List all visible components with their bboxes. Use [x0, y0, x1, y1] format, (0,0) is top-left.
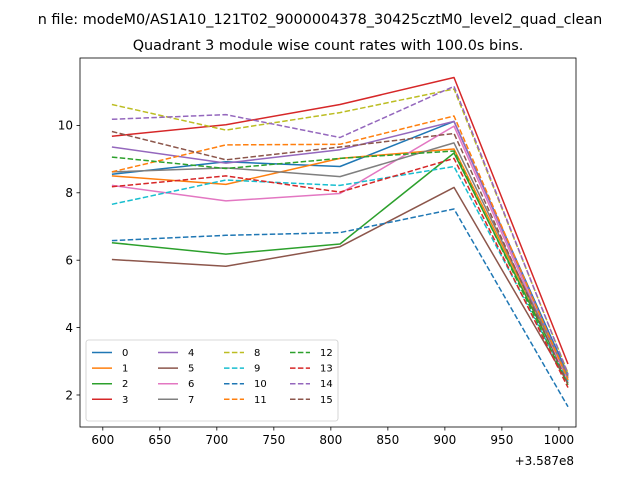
series-line-15: [111, 130, 569, 385]
x-tick-label: 750: [262, 433, 285, 447]
series-line-5: [111, 186, 569, 384]
x-tick-label: 850: [376, 433, 399, 447]
legend-label-0: 0: [122, 348, 128, 359]
series-line-4: [111, 120, 569, 379]
legend-label-13: 13: [320, 364, 333, 375]
legend-label-12: 12: [320, 348, 333, 359]
legend-label-2: 2: [122, 379, 128, 390]
legend-label-1: 1: [122, 364, 128, 375]
chart-title: Quadrant 3 module wise count rates with …: [133, 38, 524, 54]
series-line-11: [111, 115, 569, 381]
x-axis-offset-label: +3.587e8: [515, 454, 574, 468]
legend-label-3: 3: [122, 395, 128, 406]
x-tick-label: 650: [148, 433, 171, 447]
legend-label-4: 4: [188, 348, 194, 359]
series-line-3: [111, 76, 569, 365]
legend-label-14: 14: [320, 379, 333, 390]
legend-label-8: 8: [254, 348, 260, 359]
x-tick-label: 900: [433, 433, 456, 447]
series-line-7: [111, 142, 569, 377]
series-line-10: [111, 208, 569, 408]
y-tick-label: 6: [65, 253, 73, 267]
y-tick-label: 10: [58, 119, 73, 133]
legend-label-11: 11: [254, 395, 267, 406]
series-line-9: [111, 165, 569, 382]
x-axis: 600 650 700 750 800 850 900 950 1000: [91, 427, 574, 447]
x-tick-label: 950: [490, 433, 513, 447]
series-line-13: [111, 157, 569, 388]
y-tick-label: 2: [65, 388, 73, 402]
series-line-6: [111, 125, 569, 382]
legend-label-6: 6: [188, 379, 194, 390]
legend-label-7: 7: [188, 395, 194, 406]
legend-box: [85, 339, 339, 422]
series-line-12: [111, 150, 569, 386]
x-tick-label: 800: [319, 433, 342, 447]
y-tick-label: 8: [65, 186, 73, 200]
legend-label-9: 9: [254, 364, 260, 375]
x-tick-label: 700: [205, 433, 228, 447]
figure-suptitle: n file: modeM0/AS1A10_121T02_9000004378_…: [38, 12, 603, 28]
x-tick-label: 1000: [544, 433, 575, 447]
series-lines: [111, 76, 569, 408]
y-tick-label: 4: [65, 321, 73, 335]
x-tick-label: 600: [91, 433, 114, 447]
legend-label-10: 10: [254, 379, 267, 390]
legend-label-5: 5: [188, 364, 194, 375]
y-axis: 2 4 6 8 10: [58, 119, 80, 402]
legend-label-15: 15: [320, 395, 333, 406]
series-line-14: [111, 85, 569, 375]
